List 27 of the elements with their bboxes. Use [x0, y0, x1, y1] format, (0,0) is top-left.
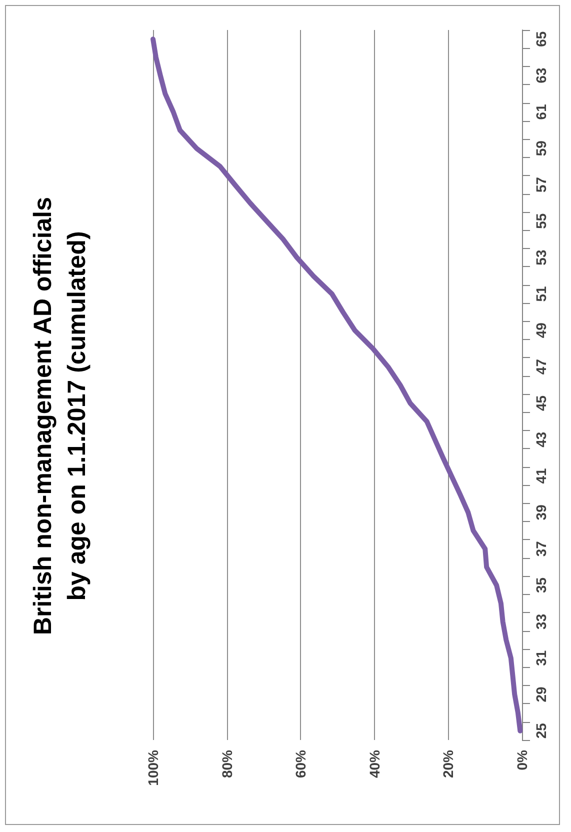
y-tick-label: 65 [533, 31, 549, 47]
y-tick-label: 35 [533, 577, 549, 594]
y-tick-label: 61 [533, 104, 549, 120]
y-tick-label: 45 [533, 395, 549, 411]
y-tick-label: 43 [533, 432, 549, 448]
y-tick-label: 51 [533, 286, 549, 302]
y-tick-label: 55 [533, 213, 549, 229]
x-tick-label: 20% [440, 749, 456, 778]
x-tick-label: 40% [366, 749, 382, 778]
y-tick-label: 41 [533, 468, 549, 484]
y-tick-label: 29 [533, 686, 549, 702]
y-tick-label: 59 [533, 140, 549, 156]
y-tick-label: 57 [533, 176, 549, 193]
x-tick-label: 80% [218, 749, 235, 778]
x-tick-label: 100% [145, 749, 161, 786]
y-tick-label: 49 [533, 322, 549, 338]
x-tick-label: 60% [292, 749, 309, 778]
y-tick-label: 39 [533, 504, 549, 520]
y-tick-label: 25 [533, 722, 549, 739]
y-tick-label: 37 [533, 540, 549, 557]
y-tick-label: 63 [533, 68, 549, 84]
text: British non-management AD officials by age on 1.1.2017 (cumulated) [29, 196, 91, 636]
y-tick-label: 33 [533, 614, 549, 630]
x-tick-label: 0% [514, 749, 530, 770]
y-tick-label: 53 [533, 250, 549, 266]
y-tick-label: 31 [533, 650, 549, 666]
y-tick-label: 47 [533, 358, 549, 375]
